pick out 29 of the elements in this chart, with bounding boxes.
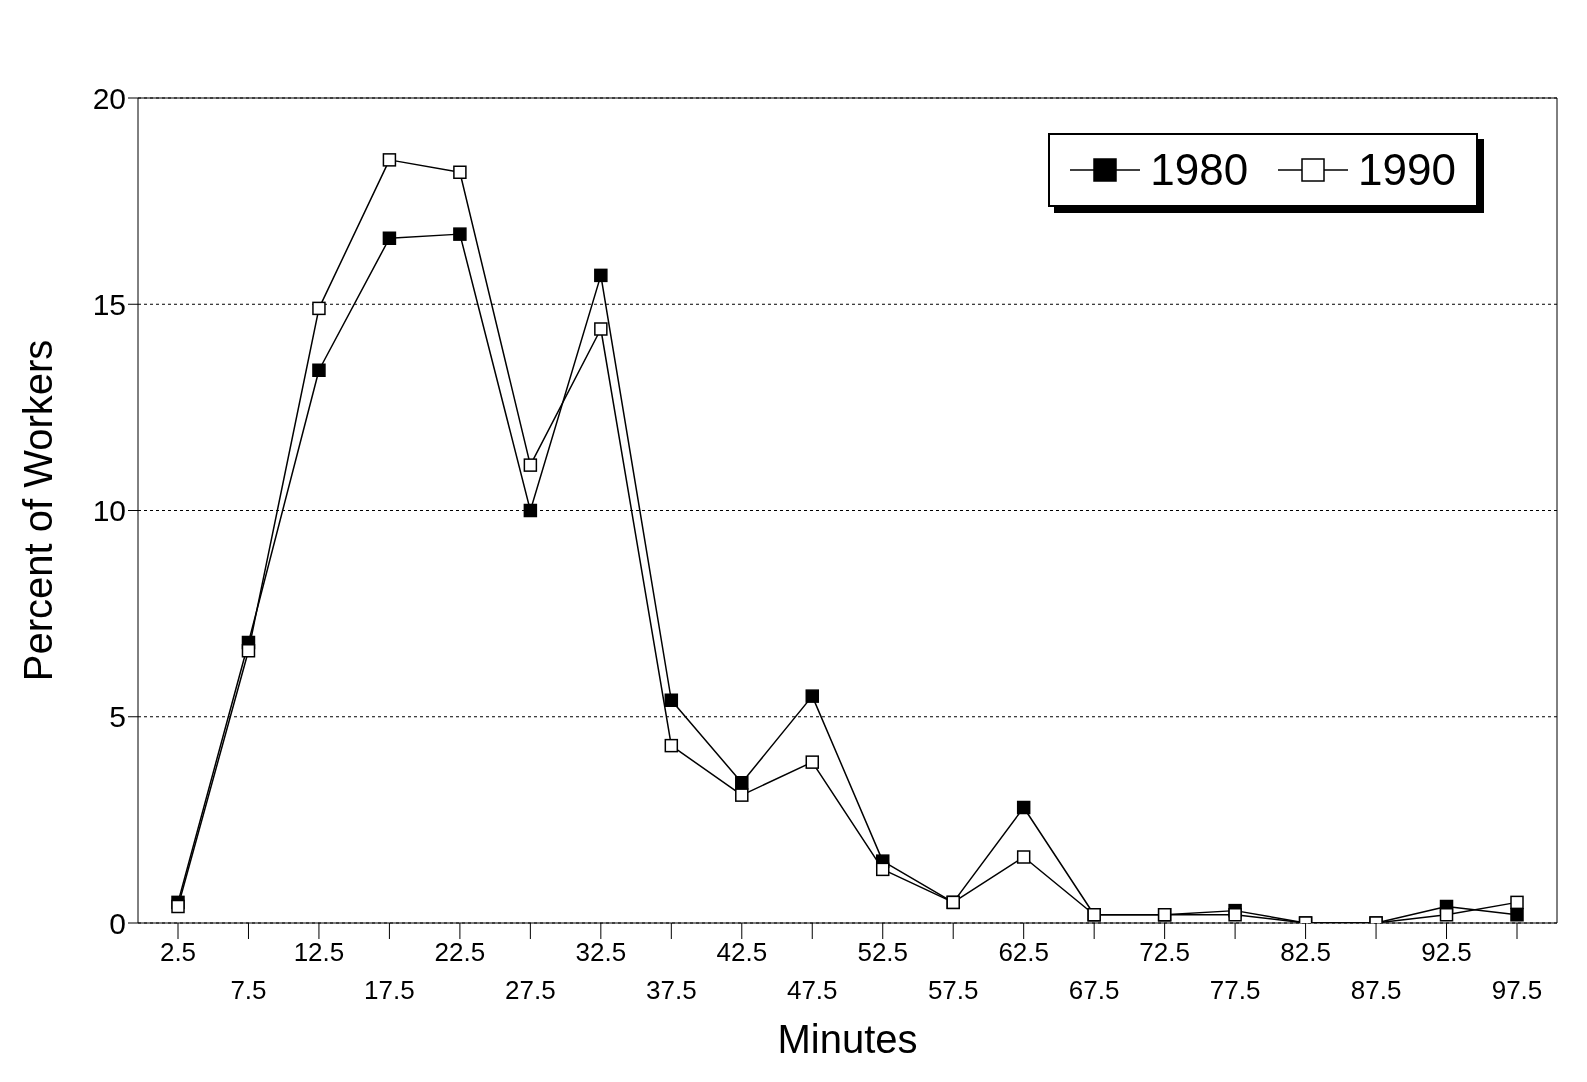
x-tick-label: 67.5 <box>1068 975 1120 1005</box>
x-tick-label: 12.5 <box>293 937 345 967</box>
x-tick-label: 47.5 <box>786 975 838 1005</box>
x-tick-label: 27.5 <box>505 975 556 1005</box>
y-tick-label: 15 <box>92 287 126 321</box>
x-tick-label: 77.5 <box>1209 975 1261 1005</box>
x-axis-title: Minutes <box>777 1017 918 1061</box>
x-tick-label: 37.5 <box>646 975 697 1005</box>
y-tick-label: 5 <box>109 700 126 734</box>
x-tick-label: 82.5 <box>1280 937 1331 967</box>
legend-label: 1990 <box>1358 145 1456 195</box>
x-tick-label: 2.5 <box>159 937 197 967</box>
x-tick-label: 57.5 <box>927 975 979 1005</box>
x-tick-label: 87.5 <box>1350 975 1402 1005</box>
x-tick-label: 7.5 <box>230 975 267 1005</box>
legend-label: 1980 <box>1150 145 1249 195</box>
x-tick-label: 42.5 <box>716 937 768 967</box>
x-tick-label: 17.5 <box>364 975 415 1005</box>
x-tick-label: 22.5 <box>434 937 486 967</box>
x-tick-label: 97.5 <box>1491 975 1543 1005</box>
y-tick-label: 0 <box>109 906 126 940</box>
x-tick-label: 72.5 <box>1139 937 1190 967</box>
x-tick-label: 62.5 <box>998 937 1049 967</box>
x-tick-label: 92.5 <box>1421 937 1472 967</box>
x-tick-label: 32.5 <box>575 937 627 967</box>
y-axis-title: Percent of Workers <box>16 339 61 682</box>
y-tick-label: 10 <box>92 494 126 528</box>
y-tick-label: 20 <box>92 81 126 115</box>
x-tick-label: 52.5 <box>857 937 909 967</box>
